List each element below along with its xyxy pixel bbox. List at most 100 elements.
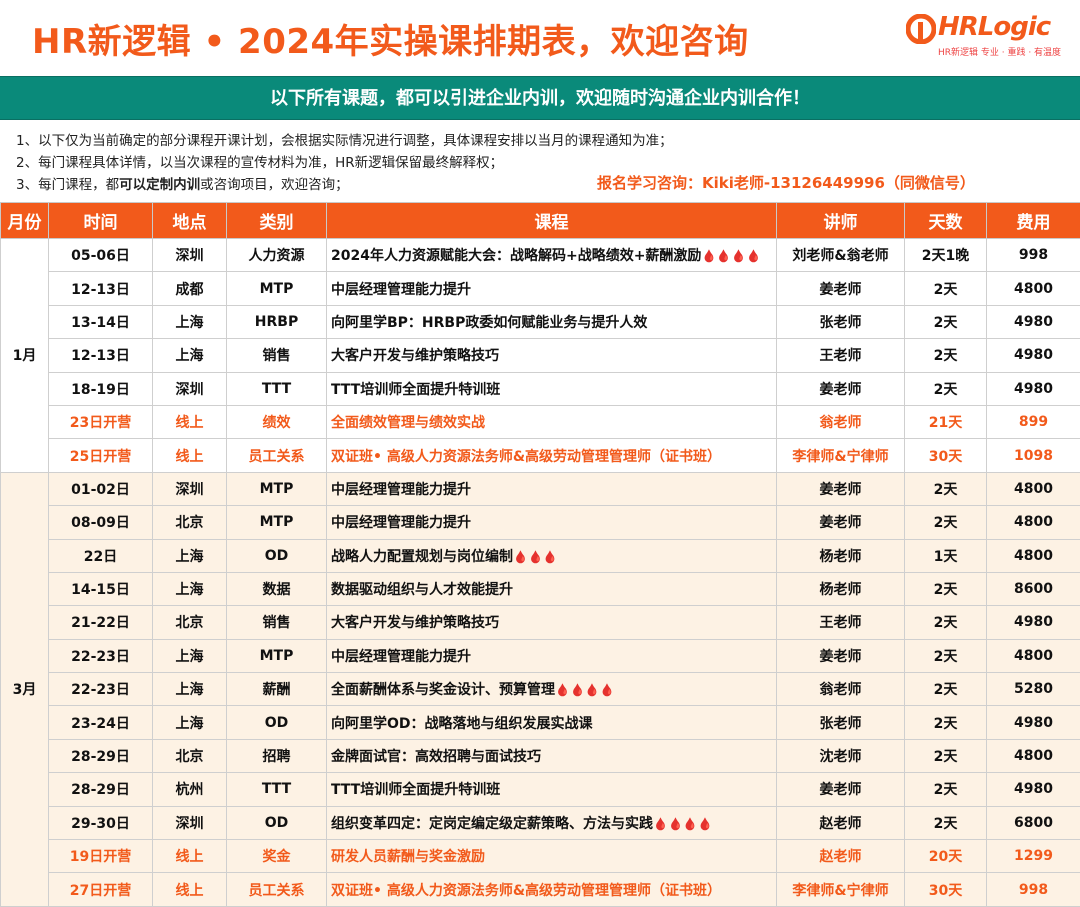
fee-cell: 4980 — [987, 339, 1080, 372]
course-title: 中层经理管理能力提升 — [331, 282, 471, 298]
teacher-cell: 翁老师 — [777, 405, 905, 438]
course-title: 组织变革四定：定岗定编定级定薪策略、方法与实践 — [331, 816, 653, 832]
course-cell: 金牌面试官：高效招聘与面试技巧 — [327, 739, 777, 772]
teacher-cell: 张老师 — [777, 305, 905, 338]
course-cell: 向阿里学OD：战略落地与组织发展实战课 — [327, 706, 777, 739]
days-cell: 2天 — [905, 506, 987, 539]
table-row: 25日开营线上员工关系双证班• 高级人力资源法务师&高级劳动管理管理师（证书班）… — [1, 439, 1080, 472]
banner-text: 以下所有课题，都可以引进企业内训，欢迎随时沟通企业内训合作！ — [0, 77, 1080, 121]
note-line-3-c: 或咨询项目，欢迎咨询； — [200, 177, 349, 193]
place-cell: 深圳 — [153, 472, 227, 505]
time-cell: 27日开营 — [49, 873, 153, 906]
table-header-row: 月份 时间 地点 类别 课程 讲师 天数 费用 — [1, 203, 1080, 239]
time-cell: 18-19日 — [49, 372, 153, 405]
place-cell: 上海 — [153, 305, 227, 338]
note-line-3-a: 3、每门课程，都 — [16, 177, 119, 193]
days-cell: 30天 — [905, 439, 987, 472]
note-line-3-bold: 可以定制内训 — [119, 177, 200, 193]
fee-cell: 4980 — [987, 372, 1080, 405]
fee-cell: 4800 — [987, 539, 1080, 572]
course-cell: 2024年人力资源赋能大会：战略解码+战略绩效+薪酬激励🩸🩸🩸🩸 — [327, 239, 777, 272]
place-cell: 上海 — [153, 639, 227, 672]
header-fee: 费用 — [987, 203, 1080, 239]
time-cell: 25日开营 — [49, 439, 153, 472]
teacher-cell: 王老师 — [777, 606, 905, 639]
category-cell: 数据 — [227, 572, 327, 605]
place-cell: 北京 — [153, 739, 227, 772]
header-teacher: 讲师 — [777, 203, 905, 239]
course-title: 双证班• 高级人力资源法务师&高级劳动管理管理师（证书班） — [331, 883, 721, 899]
fee-cell: 1299 — [987, 840, 1080, 873]
logo-text: HRLogic — [938, 12, 1050, 42]
course-cell: 双证班• 高级人力资源法务师&高级劳动管理管理师（证书班） — [327, 439, 777, 472]
fee-cell: 4800 — [987, 639, 1080, 672]
place-cell: 线上 — [153, 405, 227, 438]
days-cell: 30天 — [905, 873, 987, 906]
time-cell: 05-06日 — [49, 239, 153, 272]
course-title: 数据驱动组织与人才效能提升 — [331, 582, 513, 598]
contact-info: 报名学习咨询：Kiki老师-13126449996（同微信号） — [597, 172, 975, 193]
fee-cell: 4980 — [987, 706, 1080, 739]
category-cell: 销售 — [227, 606, 327, 639]
teacher-cell: 翁老师 — [777, 673, 905, 706]
teacher-cell: 姜老师 — [777, 506, 905, 539]
course-cell: 双证班• 高级人力资源法务师&高级劳动管理管理师（证书班） — [327, 873, 777, 906]
category-cell: 绩效 — [227, 405, 327, 438]
days-cell: 2天 — [905, 639, 987, 672]
place-cell: 深圳 — [153, 372, 227, 405]
time-cell: 08-09日 — [49, 506, 153, 539]
days-cell: 20天 — [905, 840, 987, 873]
time-cell: 13-14日 — [49, 305, 153, 338]
hot-drop-icon: 🩸🩸🩸🩸 — [555, 683, 615, 697]
teacher-cell: 刘老师&翁老师 — [777, 239, 905, 272]
teacher-cell: 姜老师 — [777, 472, 905, 505]
header-month: 月份 — [1, 203, 49, 239]
teacher-cell: 姜老师 — [777, 773, 905, 806]
days-cell: 2天 — [905, 606, 987, 639]
time-cell: 28-29日 — [49, 739, 153, 772]
category-cell: TTT — [227, 372, 327, 405]
place-cell: 上海 — [153, 572, 227, 605]
course-title: 研发人员薪酬与奖金激励 — [331, 849, 485, 865]
place-cell: 深圳 — [153, 239, 227, 272]
time-cell: 23日开营 — [49, 405, 153, 438]
category-cell: HRBP — [227, 305, 327, 338]
course-cell: TTT培训师全面提升特训班 — [327, 773, 777, 806]
course-cell: 中层经理管理能力提升 — [327, 506, 777, 539]
teacher-cell: 张老师 — [777, 706, 905, 739]
course-title: 全面薪酬体系与奖金设计、预算管理 — [331, 682, 555, 698]
category-cell: 奖金 — [227, 840, 327, 873]
page-header: HR新逻辑 • 2024年实操课排期表，欢迎咨询 HRLogic HR新逻辑 专… — [0, 0, 1080, 76]
days-cell: 2天 — [905, 673, 987, 706]
place-cell: 上海 — [153, 673, 227, 706]
place-cell: 杭州 — [153, 773, 227, 806]
table-row: 27日开营线上员工关系双证班• 高级人力资源法务师&高级劳动管理管理师（证书班）… — [1, 873, 1080, 906]
category-cell: 人力资源 — [227, 239, 327, 272]
time-cell: 12-13日 — [49, 272, 153, 305]
course-title: 向阿里学OD：战略落地与组织发展实战课 — [331, 716, 593, 732]
teacher-cell: 杨老师 — [777, 539, 905, 572]
place-cell: 上海 — [153, 539, 227, 572]
course-cell: 大客户开发与维护策略技巧 — [327, 339, 777, 372]
hrlogic-logo: HRLogic HR新逻辑 专业 · 重践 · 有温度 — [906, 12, 1048, 62]
fee-cell: 5280 — [987, 673, 1080, 706]
days-cell: 2天 — [905, 272, 987, 305]
hot-drop-icon: 🩸🩸🩸🩸 — [653, 817, 713, 831]
time-cell: 23-24日 — [49, 706, 153, 739]
teacher-cell: 姜老师 — [777, 372, 905, 405]
month-cell: 3月 — [1, 472, 49, 906]
category-cell: 员工关系 — [227, 873, 327, 906]
days-cell: 2天 — [905, 372, 987, 405]
